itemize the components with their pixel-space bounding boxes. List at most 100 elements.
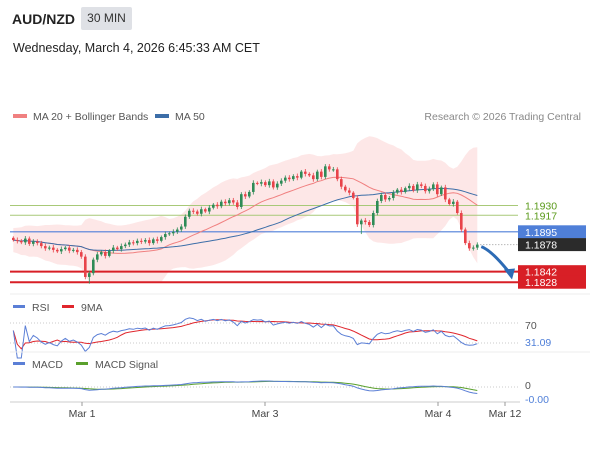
candle-body xyxy=(276,184,279,188)
legend-label-ma50: MA 50 xyxy=(175,111,205,123)
candle-body xyxy=(444,187,447,199)
candle-body xyxy=(216,205,219,207)
candle-body xyxy=(176,230,179,232)
candle-body xyxy=(156,239,159,241)
candle-body xyxy=(440,187,443,194)
candle-body xyxy=(68,248,71,251)
candle-body xyxy=(292,176,295,179)
candle-body xyxy=(452,202,455,204)
candle-body xyxy=(132,242,135,243)
candle-body xyxy=(24,239,27,243)
timeframe-badge[interactable]: 30 MIN xyxy=(81,7,132,30)
candle-body xyxy=(360,221,363,225)
macd-panel xyxy=(10,381,518,394)
candle-body xyxy=(240,194,243,207)
candle-body xyxy=(476,245,479,248)
candle-body xyxy=(372,213,375,225)
candle-body xyxy=(296,176,299,178)
candle-body xyxy=(12,238,15,240)
candle-body xyxy=(48,248,51,249)
candle-body xyxy=(344,187,347,191)
candle-body xyxy=(168,233,171,234)
candle-body xyxy=(416,184,419,190)
candle-body xyxy=(300,172,303,178)
candle-body xyxy=(60,249,63,251)
candle-body xyxy=(408,186,411,188)
candle-body xyxy=(120,246,123,249)
candle-body xyxy=(284,178,287,181)
candle-body xyxy=(236,202,239,207)
candle-body xyxy=(204,209,207,211)
candle-body xyxy=(208,208,211,212)
x-tick-label: Mar 12 xyxy=(489,408,522,420)
candle-body xyxy=(308,174,311,176)
candle-body xyxy=(200,209,203,214)
candle-body xyxy=(16,240,19,241)
candle-body xyxy=(412,186,415,191)
main-legend: MA 20 + Bollinger Bands MA 50 Research ©… xyxy=(13,111,581,123)
candle-body xyxy=(140,241,143,242)
candle-body xyxy=(320,172,323,177)
candle-body xyxy=(160,237,163,241)
x-tick-label: Mar 4 xyxy=(425,408,452,420)
price-chart: MA 20 + Bollinger Bands MA 50 Research ©… xyxy=(0,60,590,460)
rsi-level-70-label: 70 xyxy=(525,320,537,332)
x-axis: Mar 1 Mar 3 Mar 4 Mar 12 xyxy=(69,402,522,420)
candle-body xyxy=(116,248,119,250)
candle-body xyxy=(260,182,263,184)
legend-label-rsi: RSI xyxy=(32,302,50,314)
candle-body xyxy=(96,254,99,259)
candle-body xyxy=(328,166,331,169)
level-label-1.1828: 1.1828 xyxy=(525,277,557,289)
candle-body xyxy=(332,169,335,170)
candle-body xyxy=(224,202,227,204)
candle-body xyxy=(424,186,427,191)
legend-label-macd: MACD xyxy=(32,359,63,371)
candle-body xyxy=(272,181,275,187)
candle-body xyxy=(396,190,399,193)
legend-label-rsi-ma: 9MA xyxy=(81,302,103,314)
candle-body xyxy=(84,257,87,277)
candle-body xyxy=(76,250,79,252)
candle-body xyxy=(356,198,359,224)
legend-label-ma20: MA 20 + Bollinger Bands xyxy=(33,111,148,123)
candle-body xyxy=(72,250,75,251)
candle-body xyxy=(112,248,115,251)
x-tick-label: Mar 3 xyxy=(252,408,279,420)
candle-body xyxy=(388,198,391,200)
candle-body xyxy=(336,169,339,179)
candle-body xyxy=(212,205,215,208)
candle-body xyxy=(152,239,155,243)
legend-swatch-macd xyxy=(13,362,25,365)
legend-swatch-ma20 xyxy=(13,114,27,118)
macd-legend: MACD MACD Signal xyxy=(13,359,158,371)
candle-body xyxy=(376,201,379,213)
candle-body xyxy=(136,241,139,243)
candle-body xyxy=(108,251,111,256)
candle-body xyxy=(456,202,459,213)
candle-body xyxy=(348,190,351,192)
macd-value-label: -0.00 xyxy=(525,394,549,406)
legend-swatch-rsi xyxy=(13,305,25,308)
candle-body xyxy=(144,240,147,242)
rsi-legend: RSI 9MA xyxy=(13,302,103,314)
candle-body xyxy=(20,241,23,243)
candle-body xyxy=(392,193,395,198)
candle-body xyxy=(268,181,271,185)
candle-body xyxy=(428,189,431,191)
candle-body xyxy=(324,166,327,177)
level-labels: 1.19301.19171.18951.18781.18421.1828 xyxy=(518,200,586,289)
candle-body xyxy=(88,273,91,277)
candle-body xyxy=(128,242,131,244)
candle-body xyxy=(256,183,259,184)
candle-body xyxy=(56,250,59,252)
candle-body xyxy=(464,230,467,244)
forecast-arrow-head xyxy=(504,268,515,279)
candle-body xyxy=(40,243,43,246)
candle-body xyxy=(228,200,231,203)
legend-swatch-macd-signal xyxy=(76,362,88,365)
candle-body xyxy=(312,175,315,179)
candle-body xyxy=(400,190,403,192)
candle-body xyxy=(232,200,235,202)
candle-body xyxy=(340,179,343,187)
